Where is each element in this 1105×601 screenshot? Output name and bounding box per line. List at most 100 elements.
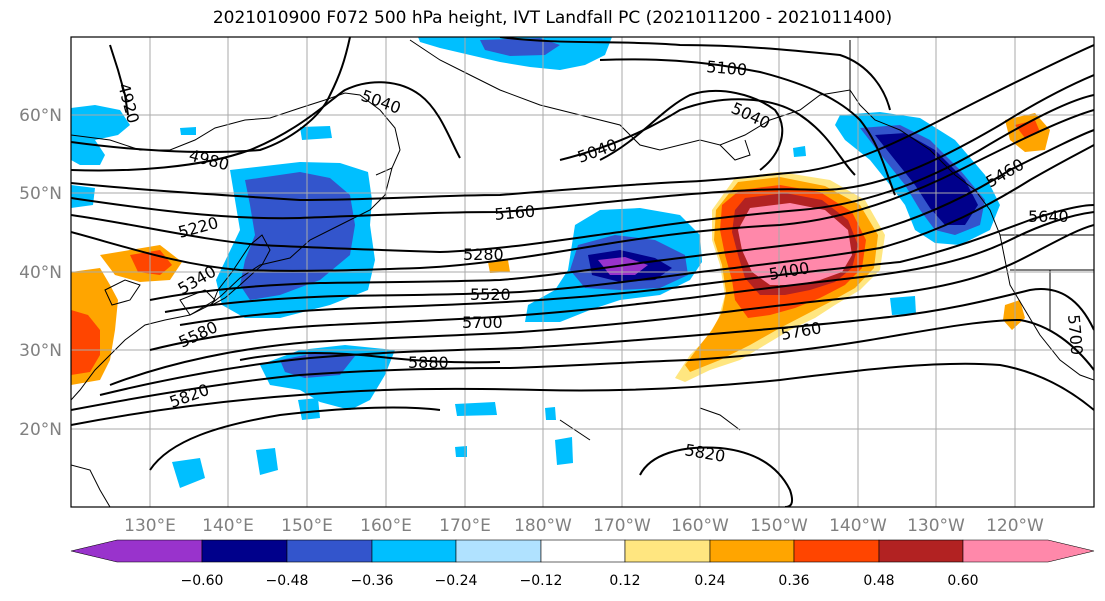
lon-tick-label: 180°W (514, 516, 572, 536)
contour-5040-east (559, 98, 856, 176)
colorbar-segment (201, 539, 288, 563)
ivt-negative-region (298, 398, 320, 420)
colorbar-tick-label: 0.60 (947, 573, 978, 589)
contour-label: 5280 (463, 245, 504, 264)
contour-5220 (71, 74, 1094, 220)
ivt-negative-region (890, 296, 916, 315)
coastline (699, 407, 741, 431)
ivt-negative-region (300, 126, 332, 140)
colorbar-segment (455, 539, 542, 563)
coastline (71, 464, 111, 507)
colorbar: −0.60 −0.48 −0.36 −0.24 −0.12 0.12 0.24 … (70, 539, 1095, 589)
contour-5820-south (149, 406, 441, 471)
contour-5820-loop (639, 446, 794, 507)
contour-5460 (164, 144, 1094, 313)
ivt-negative-region (455, 446, 467, 457)
contour-5280 (71, 94, 1094, 254)
colorbar-tick-label: 0.48 (863, 573, 894, 589)
ivt-negative-region (545, 407, 556, 420)
contour-5700 (99, 288, 1094, 396)
lat-tick-label: 50°N (19, 184, 62, 204)
ivt-negative-region (71, 185, 95, 208)
contour-5400 (149, 129, 1094, 301)
coastline (71, 167, 393, 401)
ivt-negative-region (71, 105, 130, 165)
contour-5040-loop (599, 89, 784, 171)
lon-tick-label: 120°W (986, 516, 1044, 536)
contour-5760 (71, 318, 1094, 411)
contour-label: 5700 (1064, 314, 1086, 356)
contour-5100 (599, 58, 896, 196)
colorbar-segment (540, 539, 626, 563)
ivt-negative-region (793, 146, 806, 157)
colorbar-segment (70, 539, 203, 563)
lat-tick-label: 30°N (19, 341, 62, 361)
ivt-positive-region (488, 260, 510, 273)
contour-4920 (109, 44, 129, 116)
contour-5640 (109, 224, 1094, 386)
lat-tick-label: 60°N (19, 106, 62, 126)
ivt-positive-region (1003, 300, 1025, 330)
lat-axis: 60°N 50°N 40°N 30°N 20°N (19, 106, 62, 440)
contour-4980 (71, 37, 351, 153)
contour-label: 5700 (462, 313, 503, 332)
lon-tick-label: 160°E (360, 516, 412, 536)
ivt-negative-region (240, 172, 355, 300)
lat-tick-label: 20°N (19, 420, 62, 440)
colorbar-segment (878, 539, 964, 563)
colorbar-segment (371, 539, 457, 563)
contour-label: 5640 (1028, 207, 1069, 226)
lon-tick-label: 170°E (439, 516, 491, 536)
lon-tick-label: 140°E (202, 516, 254, 536)
lon-tick-label: 170°W (593, 516, 651, 536)
lon-tick-label: 130°E (124, 516, 176, 536)
contour-label: 5880 (408, 353, 449, 372)
ivt-negative-region (455, 402, 497, 416)
coastline (559, 419, 591, 441)
lon-tick-label: 140°W (829, 516, 887, 536)
lon-axis: 130°E 140°E 150°E 160°E 170°E 180°W 170°… (124, 516, 1044, 536)
ivt-positive-region (71, 310, 100, 375)
coastline (211, 234, 271, 307)
contour-5580 (149, 211, 1094, 351)
ivt-negative-region (180, 127, 196, 135)
map-plot-area: 4920 4980 5040 5040 5100 5040 5160 5220 … (71, 37, 1094, 507)
colorbar-segment (624, 539, 711, 563)
colorbar-tick-label: −0.24 (435, 573, 478, 589)
contour-5340 (71, 109, 1094, 272)
map-title: 2021010900 F072 500 hPa height, IVT Land… (212, 8, 893, 28)
colorbar-tick-label: 0.36 (778, 573, 809, 589)
contour-5520 (179, 204, 1094, 326)
lon-tick-label: 150°W (750, 516, 808, 536)
colorbar-tick-label: 0.12 (609, 573, 640, 589)
colorbar-segment (793, 539, 880, 563)
lat-tick-label: 40°N (19, 263, 62, 283)
contour-label: 5160 (494, 202, 536, 224)
ivt-negative-region (172, 458, 205, 488)
lon-tick-label: 160°W (671, 516, 729, 536)
colorbar-segment (709, 539, 795, 563)
lon-tick-label: 150°E (281, 516, 333, 536)
coastline (719, 139, 751, 161)
lon-tick-label: 130°W (907, 516, 965, 536)
colorbar-tick-label: −0.36 (351, 573, 394, 589)
colorbar-tick-label: −0.60 (181, 573, 224, 589)
contour-5820 (71, 362, 1094, 426)
colorbar-segment (286, 539, 373, 563)
contour-5880 (239, 352, 501, 364)
ivt-negative-region (256, 448, 278, 475)
colorbar-segment (962, 539, 1095, 563)
contour-label: 5520 (470, 285, 511, 304)
height-contours (71, 37, 1094, 507)
contour-5040-west (71, 81, 461, 172)
contour-5160 (71, 44, 1094, 202)
ivt-negative-region (555, 437, 573, 465)
contour-north-arc (499, 37, 891, 111)
ivt-negative-region (480, 38, 560, 56)
colorbar-tick-label: −0.12 (520, 573, 563, 589)
colorbar-tick-label: 0.24 (694, 573, 725, 589)
coastline (104, 279, 141, 306)
colorbar-tick-label: −0.48 (266, 573, 309, 589)
map-frame (70, 36, 1095, 508)
